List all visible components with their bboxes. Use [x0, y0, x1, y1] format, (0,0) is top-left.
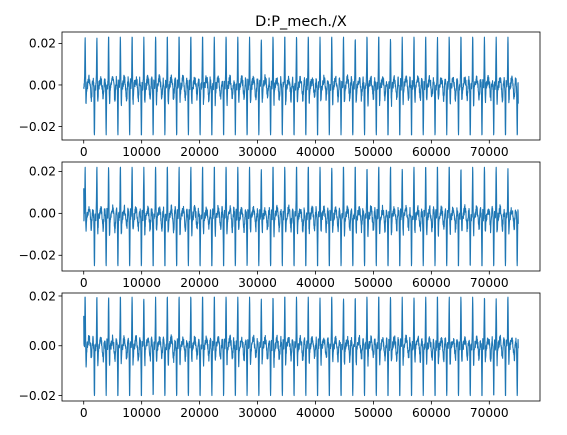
x-tick-label: 70000: [470, 276, 509, 290]
x-tick-label: 70000: [470, 145, 509, 159]
axes-frame: [61, 292, 541, 402]
x-tick-label: 70000: [470, 406, 509, 420]
subplot-2: 0 10000 20000 30000 40000 50000 60000 70000 0.02…: [19, 161, 541, 290]
x-tick-label: 50000: [354, 145, 393, 159]
y-tick-label: −0.02: [19, 389, 56, 403]
x-tick-label: 50000: [354, 406, 393, 420]
y-tick-label: 0.00: [29, 78, 56, 92]
y-tick-label: −0.02: [19, 120, 56, 134]
x-tick-label: 60000: [412, 145, 451, 159]
subplot-1: 0 10000 20000 30000 40000 50000 60000 70000 0.02…: [19, 31, 541, 159]
x-tick-label: 0: [80, 406, 88, 420]
x-tick-label: 40000: [296, 276, 335, 290]
axes-frame: [61, 31, 541, 141]
axes-frame: [61, 161, 541, 272]
x-tick-label: 20000: [180, 145, 219, 159]
x-tick-label: 30000: [238, 406, 277, 420]
x-tick-label: 20000: [180, 276, 219, 290]
series-line-1: [83, 36, 519, 136]
subplot-3: 0 10000 20000 30000 40000 50000 60000 70000 0.02…: [19, 289, 541, 420]
x-tick-label: 10000: [122, 276, 161, 290]
x-tick-label: 30000: [238, 276, 277, 290]
y-tick-label: 0.02: [29, 165, 56, 179]
x-tick-label: 60000: [412, 406, 451, 420]
y-tick-label: 0.02: [29, 37, 56, 51]
x-tick-label: 30000: [238, 145, 277, 159]
chart-title: D:P_mech./X: [255, 14, 347, 30]
x-tick-label: 40000: [296, 406, 335, 420]
x-tick-label: 10000: [122, 145, 161, 159]
x-tick-label: 50000: [354, 276, 393, 290]
x-tick-label: 0: [80, 276, 88, 290]
x-tick-label: 0: [80, 145, 88, 159]
y-tick-label: −0.02: [19, 249, 56, 263]
series-line-3: [83, 296, 519, 397]
x-tick-label: 20000: [180, 406, 219, 420]
x-tick-label: 10000: [122, 406, 161, 420]
series-line-2: [83, 166, 519, 267]
y-tick-label: 0.02: [29, 289, 56, 303]
x-tick-label: 60000: [412, 276, 451, 290]
y-tick-label: 0.00: [29, 207, 56, 221]
y-tick-label: 0.00: [29, 339, 56, 353]
x-tick-label: 40000: [296, 145, 335, 159]
